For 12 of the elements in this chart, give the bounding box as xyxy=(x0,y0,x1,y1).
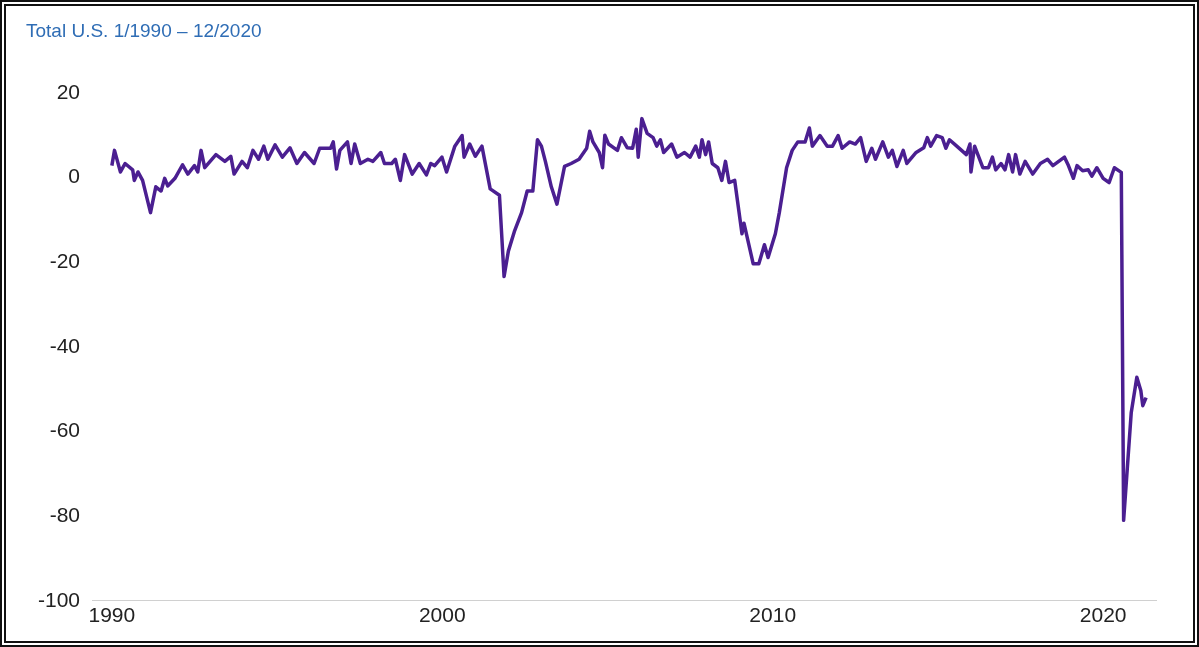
x-tick-label: 1990 xyxy=(88,603,136,627)
y-tick-label: -80 xyxy=(49,502,81,526)
y-tick-label: -40 xyxy=(49,333,81,357)
x-tick-label: 2020 xyxy=(1079,603,1127,627)
y-tick-label: 20 xyxy=(56,79,81,103)
chart-title: Total U.S. 1/1990 – 12/2020 xyxy=(26,19,262,41)
x-tick-label: 2010 xyxy=(749,603,797,627)
y-tick-label: -60 xyxy=(49,418,81,442)
y-tick-label: -20 xyxy=(49,248,81,272)
y-tick-label: 0 xyxy=(68,164,81,188)
y-tick-label: -100 xyxy=(38,587,81,611)
x-tick-label: 2000 xyxy=(418,603,466,627)
